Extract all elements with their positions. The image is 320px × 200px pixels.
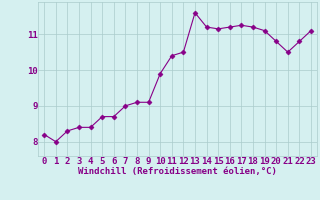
X-axis label: Windchill (Refroidissement éolien,°C): Windchill (Refroidissement éolien,°C)	[78, 167, 277, 176]
